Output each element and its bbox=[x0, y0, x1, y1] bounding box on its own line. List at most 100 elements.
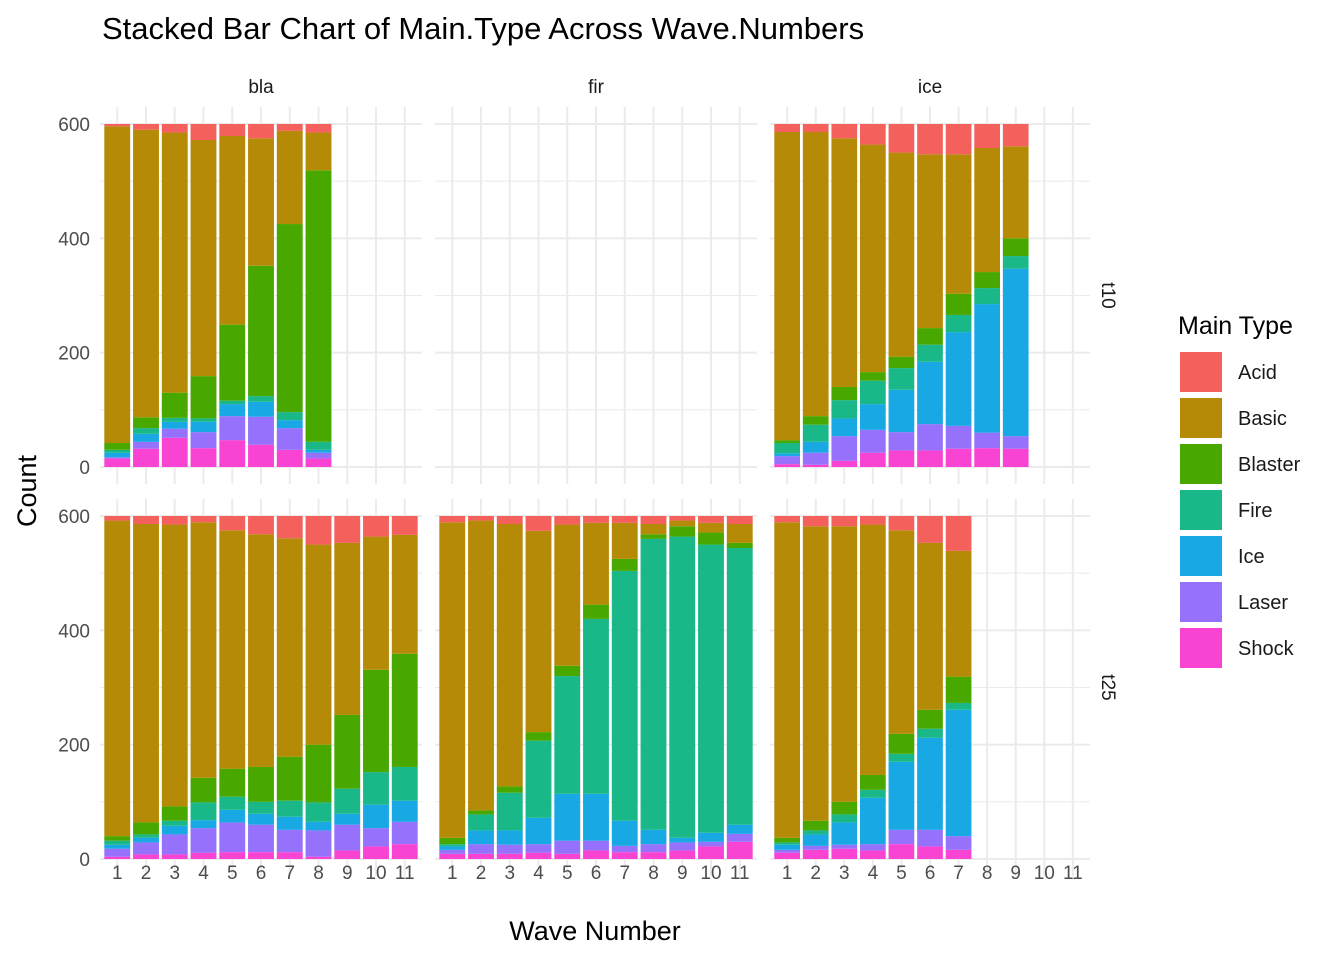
x-tick-label: 11 bbox=[395, 863, 415, 884]
bar-segment-ice-t25-wave6-blaster bbox=[917, 709, 943, 729]
x-tick-label: 9 bbox=[342, 863, 353, 884]
bar-segment-ice-t25-wave4-ice bbox=[860, 797, 886, 845]
bar-segment-fir-t25-wave10-basic bbox=[698, 522, 724, 533]
bar-segment-fir-t25-wave6-shock bbox=[583, 850, 609, 859]
bar-segment-ice-t10-wave8-blaster bbox=[974, 272, 1000, 289]
bar-segment-fir-t25-wave11-laser bbox=[726, 833, 753, 842]
bar-segment-bla-t25-wave2-ice bbox=[133, 837, 159, 843]
bar-segment-fir-t25-wave3-ice bbox=[496, 830, 523, 845]
x-tick-label: 4 bbox=[198, 863, 209, 884]
bar-segment-bla-t25-wave10-blaster bbox=[363, 669, 389, 773]
bar-segment-fir-t25-wave9-acid bbox=[669, 516, 696, 521]
x-tick-label: 3 bbox=[839, 863, 850, 884]
bar-segment-bla-t10-wave4-fire bbox=[190, 418, 217, 422]
bar-segment-bla-t25-wave9-laser bbox=[334, 824, 361, 851]
bar-segment-ice-t25-wave3-fire bbox=[831, 814, 858, 823]
bar-segment-ice-t10-wave8-ice bbox=[974, 304, 1000, 433]
bar-segment-ice-t10-wave4-shock bbox=[860, 452, 886, 467]
bar-segment-bla-t25-wave11-shock bbox=[391, 844, 418, 859]
bar-segment-bla-t25-wave1-basic bbox=[104, 520, 131, 837]
bar-segment-bla-t25-wave3-basic bbox=[161, 524, 188, 807]
bar-segment-fir-t25-wave7-acid bbox=[611, 516, 638, 523]
bar-segment-bla-t10-wave3-basic bbox=[161, 132, 188, 393]
x-tick-label: 8 bbox=[982, 863, 993, 884]
legend-label-laser: Laser bbox=[1238, 592, 1288, 614]
bar-segment-bla-t25-wave9-basic bbox=[334, 542, 361, 715]
bar-segment-ice-t25-wave7-fire bbox=[945, 702, 972, 710]
bar-segment-ice-t10-wave5-acid bbox=[888, 124, 915, 153]
bar-segment-bla-t25-wave3-ice bbox=[161, 825, 188, 835]
bar-segment-bla-t25-wave6-ice bbox=[248, 813, 274, 825]
bar-segment-ice-t25-wave6-ice bbox=[917, 737, 943, 830]
bar-segment-ice-t25-wave1-acid bbox=[774, 516, 800, 523]
bar-segment-fir-t25-wave4-shock bbox=[525, 852, 552, 859]
bar-segment-bla-t25-wave8-laser bbox=[305, 830, 332, 857]
bar-segment-bla-t10-wave8-basic bbox=[305, 132, 332, 171]
bar-segment-ice-t10-wave7-ice bbox=[945, 332, 972, 426]
bar-segment-fir-t25-wave6-basic bbox=[583, 522, 609, 605]
bar-segment-fir-t25-wave4-laser bbox=[525, 844, 552, 853]
bar-segment-fir-t25-wave4-fire bbox=[525, 740, 552, 818]
bar-segment-fir-t25-wave6-laser bbox=[583, 840, 609, 851]
bar-segment-fir-t25-wave11-ice bbox=[726, 824, 753, 834]
bar-segment-ice-t10-wave7-blaster bbox=[945, 293, 972, 315]
bar-segment-ice-t10-wave9-blaster bbox=[1002, 238, 1029, 257]
x-tick-label: 6 bbox=[925, 863, 936, 884]
bar-segment-fir-t25-wave3-fire bbox=[496, 792, 523, 831]
bar-segment-ice-t10-wave8-laser bbox=[974, 432, 1000, 449]
bar-segment-bla-t25-wave3-shock bbox=[161, 854, 188, 859]
bar-segment-fir-t25-wave1-ice bbox=[439, 846, 466, 850]
bar-segment-bla-t10-wave3-blaster bbox=[161, 392, 188, 418]
bar-segment-ice-t10-wave7-basic bbox=[945, 154, 972, 294]
bar-segment-fir-t25-wave10-acid bbox=[698, 516, 724, 523]
bar-segment-ice-t10-wave9-shock bbox=[1002, 448, 1029, 467]
bar-segment-ice-t25-wave5-ice bbox=[888, 761, 915, 830]
bar-segment-ice-t10-wave3-fire bbox=[831, 400, 858, 419]
bar-segment-bla-t10-wave5-shock bbox=[219, 440, 246, 467]
legend-key-fire bbox=[1180, 490, 1222, 530]
bar-segment-bla-t10-wave8-laser bbox=[305, 452, 332, 459]
bar-segment-ice-t25-wave1-fire bbox=[774, 842, 800, 845]
bar-segment-ice-t25-wave4-fire bbox=[860, 789, 886, 798]
bar-segment-fir-t25-wave1-shock bbox=[439, 853, 466, 859]
bar-segment-bla-t10-wave8-acid bbox=[305, 124, 332, 133]
bar-segment-fir-t25-wave1-fire bbox=[439, 844, 466, 847]
bar-segment-ice-t10-wave6-acid bbox=[917, 124, 943, 155]
bar-segment-bla-t25-wave8-blaster bbox=[305, 744, 332, 803]
bar-segment-ice-t25-wave6-acid bbox=[917, 516, 943, 543]
facet-strip-label-t10: t10 bbox=[1097, 282, 1118, 308]
bar-segment-ice-t10-wave8-fire bbox=[974, 288, 1000, 305]
y-tick-label: 0 bbox=[79, 458, 90, 479]
bar-segment-bla-t25-wave2-blaster bbox=[133, 822, 159, 835]
legend-label-shock: Shock bbox=[1238, 638, 1295, 660]
bar-segment-fir-t25-wave5-shock bbox=[554, 853, 581, 859]
bar-segment-bla-t25-wave4-basic bbox=[190, 522, 217, 778]
bar-segment-bla-t10-wave4-laser bbox=[190, 432, 217, 449]
bar-segment-fir-t25-wave8-fire bbox=[640, 538, 667, 830]
bar-segment-fir-t25-wave7-fire bbox=[611, 570, 638, 821]
x-tick-label: 8 bbox=[648, 863, 659, 884]
bar-segment-fir-t25-wave2-blaster bbox=[468, 810, 494, 815]
x-tick-label: 10 bbox=[365, 863, 386, 884]
bar-segment-bla-t10-wave2-blaster bbox=[133, 417, 159, 429]
bar-segment-fir-t25-wave1-acid bbox=[439, 516, 466, 523]
bar-segment-ice-t25-wave1-ice bbox=[774, 844, 800, 850]
bar-segment-bla-t10-wave5-laser bbox=[219, 416, 246, 441]
bar-segment-fir-t25-wave9-fire bbox=[669, 536, 696, 838]
bar-segment-fir-t25-wave8-acid bbox=[640, 516, 667, 525]
bar-segment-bla-t25-wave10-acid bbox=[363, 516, 389, 537]
bar-segment-bla-t10-wave4-shock bbox=[190, 448, 217, 467]
x-tick-label: 2 bbox=[141, 863, 152, 884]
bar-segment-ice-t25-wave4-basic bbox=[860, 524, 886, 775]
legend-label-blaster: Blaster bbox=[1238, 454, 1301, 476]
bar-segment-bla-t10-wave3-acid bbox=[161, 124, 188, 133]
bar-segment-fir-t25-wave3-laser bbox=[496, 844, 523, 854]
bar-segment-ice-t10-wave2-blaster bbox=[802, 416, 829, 425]
bar-segment-bla-t25-wave10-fire bbox=[363, 772, 389, 805]
bar-segment-bla-t25-wave2-shock bbox=[133, 854, 159, 859]
bar-segment-ice-t10-wave1-basic bbox=[774, 132, 800, 441]
bar-segment-fir-t25-wave8-ice bbox=[640, 829, 667, 845]
bar-segment-fir-t25-wave5-basic bbox=[554, 524, 581, 666]
bar-segment-bla-t10-wave1-ice bbox=[104, 452, 131, 458]
